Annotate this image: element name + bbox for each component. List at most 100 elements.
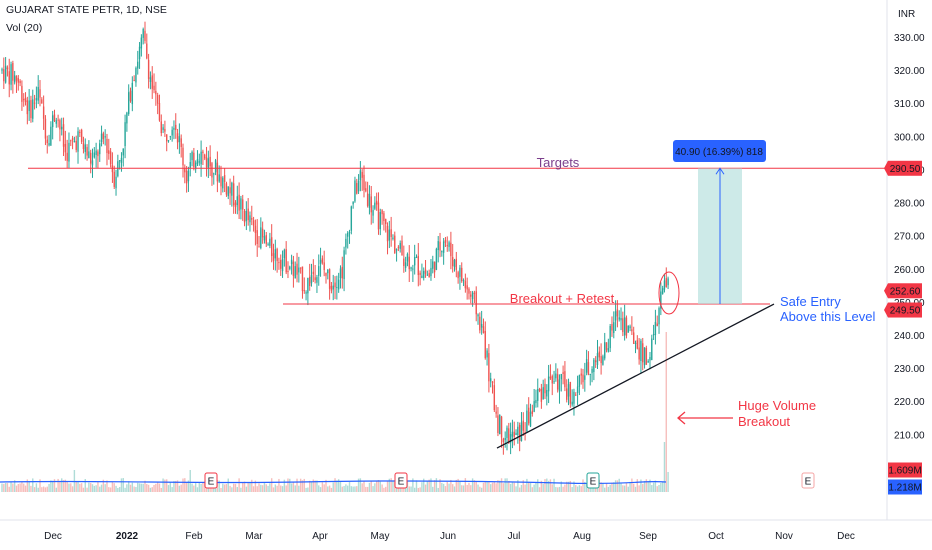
- volume-bar: [41, 487, 43, 492]
- candle-body: [102, 133, 105, 140]
- candle-body: [13, 75, 16, 83]
- volume-bar: [46, 486, 48, 492]
- candle-body: [580, 373, 582, 376]
- candle-body: [73, 140, 76, 143]
- volume-bar: [580, 486, 582, 492]
- volume-bar: [446, 481, 448, 492]
- volume-bar: [281, 486, 284, 492]
- volume-bar: [82, 487, 85, 492]
- x-tick-label: Mar: [245, 531, 263, 542]
- candle-body: [330, 285, 333, 291]
- candle-body: [495, 411, 497, 414]
- volume-bar: [649, 479, 651, 492]
- volume-bar: [357, 478, 360, 492]
- volume-bar: [477, 484, 479, 492]
- candle-body: [455, 258, 458, 270]
- candle-body: [325, 272, 327, 276]
- volume-bar: [194, 483, 197, 492]
- candle-body: [618, 317, 620, 320]
- volume-bar: [508, 481, 510, 492]
- volume-bar: [220, 487, 222, 492]
- candle-body: [243, 210, 246, 223]
- candle-body: [196, 159, 199, 164]
- volume-bar: [328, 485, 331, 492]
- volume-bar: [57, 478, 59, 492]
- volume-bar: [437, 487, 439, 492]
- candle-body: [254, 225, 257, 233]
- volume-bar: [490, 484, 492, 492]
- volume-bar: [634, 486, 637, 492]
- volume-bar: [549, 479, 552, 492]
- price-scale-tag-pointer: [884, 302, 888, 318]
- candle-body: [394, 235, 396, 254]
- candle-body: [191, 151, 193, 161]
- volume-bar: [419, 487, 421, 492]
- volume-bar: [526, 478, 528, 492]
- volume-bar: [13, 480, 16, 492]
- volume-bar: [178, 485, 181, 492]
- candle-body: [388, 229, 391, 241]
- volume-bar: [28, 481, 30, 492]
- volume-bar: [459, 481, 461, 492]
- candle-body: [359, 170, 362, 181]
- volume-bar: [133, 486, 135, 492]
- volume-bar: [348, 482, 351, 492]
- candle-body: [457, 272, 459, 279]
- symbol-title: GUJARAT STATE PETR, 1D, NSE: [6, 4, 167, 16]
- candle-body: [281, 259, 284, 272]
- volume-bar: [537, 479, 539, 492]
- candle-body: [187, 170, 190, 182]
- candle-body: [408, 256, 410, 270]
- volume-bar: [231, 487, 233, 492]
- candle-body: [55, 120, 57, 124]
- candle-body: [62, 124, 65, 147]
- volume-bar: [444, 486, 447, 492]
- candle-body: [182, 147, 184, 166]
- candle-body: [209, 156, 211, 167]
- candle-body: [318, 266, 320, 276]
- volume-bar: [285, 485, 287, 492]
- candle-body: [636, 340, 639, 349]
- volume-bar: [274, 484, 277, 492]
- candle-body: [372, 210, 374, 216]
- candle-body: [17, 78, 19, 83]
- candle-body: [158, 102, 161, 121]
- volume-bar: [115, 485, 117, 492]
- y-tick-label: 270.00: [894, 232, 925, 243]
- candle-body: [131, 82, 134, 105]
- volume-bar: [310, 482, 313, 492]
- candle-body: [155, 90, 157, 95]
- candle-body: [258, 246, 260, 248]
- candle-body: [42, 106, 45, 119]
- candle-body: [629, 326, 631, 329]
- candle-body: [576, 386, 579, 393]
- earnings-marker: [586, 472, 600, 489]
- volume-bar: [432, 486, 434, 492]
- candle-body: [162, 127, 164, 130]
- candle-body: [379, 212, 381, 230]
- y-tick-label: 320.00: [894, 66, 925, 77]
- candle-body: [399, 243, 401, 249]
- volume-bar: [575, 485, 577, 492]
- volume-bar: [632, 483, 635, 492]
- candle-body: [128, 92, 130, 114]
- candle-body: [490, 378, 492, 382]
- volume-bar: [247, 482, 249, 492]
- volume-bar: [457, 478, 459, 492]
- volume-bar: [441, 482, 443, 492]
- targets-annotation: Targets: [537, 155, 580, 170]
- candle-body: [446, 245, 448, 247]
- volume-bar: [283, 479, 286, 492]
- volume-bar: [278, 478, 280, 492]
- candle-body: [153, 85, 155, 91]
- volume-bar: [453, 486, 456, 492]
- candle-body: [526, 410, 528, 432]
- candle-body: [459, 267, 461, 277]
- y-tick-label: 240.00: [894, 331, 925, 342]
- candle-body: [1, 69, 3, 71]
- candle-body: [660, 291, 662, 309]
- candle-body: [185, 170, 188, 184]
- volume-bar: [497, 480, 499, 492]
- volume-bar: [611, 482, 613, 492]
